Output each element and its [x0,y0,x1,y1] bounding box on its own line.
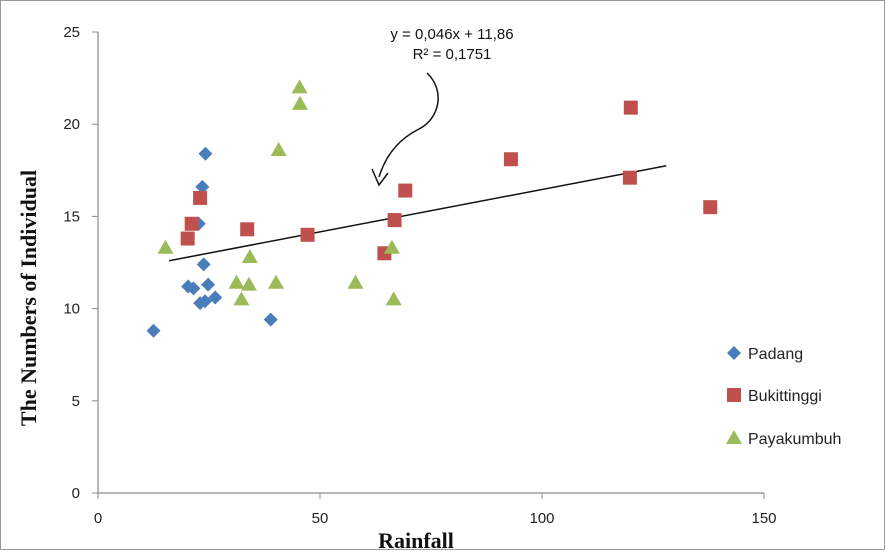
padang-point [201,277,216,292]
payakumbuh-point [291,79,308,94]
bukittinggi-point [703,200,718,215]
payakumbuh-point [157,239,174,254]
x-axis-title: Rainfall [378,528,454,553]
bukittinggi-point [622,170,637,185]
padang-point [186,281,201,296]
payakumbuh-point [292,95,309,110]
bukittinggi-point [180,231,195,246]
y-tick-label: 10 [63,301,80,318]
bukittinggi-point [300,227,315,242]
bukittinggi-point [398,183,413,198]
r-squared-label: R² = 0,1751 [413,46,492,63]
bukittinggi-point [240,222,255,237]
padang-point [196,257,211,272]
legend-payakumbuh-label: Payakumbuh [748,431,841,448]
y-tick-label: 5 [72,393,80,410]
padang-point [198,146,213,161]
bukittinggi-point [503,152,518,167]
data-points [146,79,718,338]
padang-point [195,179,210,194]
padang-point [208,290,223,305]
legend-payakumbuh-marker [726,430,742,444]
bukittinggi-point [193,190,208,205]
bukittinggi-point [387,213,402,228]
bukittinggi-point [623,100,638,115]
x-tick-label: 100 [529,510,554,527]
y-axis-title: The Numbers of Individual [16,170,41,426]
x-tick-label: 0 [94,510,102,527]
payakumbuh-point [233,291,250,306]
legend: Padang Bukittinggi Payakumbuh [726,346,841,448]
y-tick-label: 25 [63,24,80,41]
annotation-arrow [378,72,439,178]
trendline-group [168,164,667,262]
bukittinggi-point [184,216,199,231]
x-tick-label: 150 [751,510,776,527]
equation-annotation: y = 0,046x + 11,86 R² = 0,1751 [371,26,514,187]
trendline [168,164,667,262]
legend-bukittinggi-marker [727,388,741,402]
annotation-arrow-head [371,168,389,187]
tick-labels: 0 5 10 15 20 25 0 50 100 150 [63,24,776,527]
payakumbuh-point [228,274,245,289]
y-tick-label: 15 [63,208,80,225]
y-tick-label: 20 [63,116,80,133]
trendline-equation: y = 0,046x + 11,86 [390,26,513,43]
payakumbuh-point [347,274,364,289]
legend-bukittinggi-label: Bukittinggi [748,388,822,405]
legend-padang-label: Padang [748,346,803,363]
padang-point [146,323,161,338]
payakumbuh-point [241,248,258,263]
axes [92,31,765,499]
x-tick-label: 50 [312,510,329,527]
payakumbuh-point [240,276,257,291]
y-tick-label: 0 [72,485,80,502]
legend-padang-marker [727,346,741,360]
payakumbuh-point [383,239,400,254]
payakumbuh-point [270,142,287,157]
payakumbuh-point [268,274,285,289]
padang-point [263,312,278,327]
payakumbuh-point [385,291,402,306]
